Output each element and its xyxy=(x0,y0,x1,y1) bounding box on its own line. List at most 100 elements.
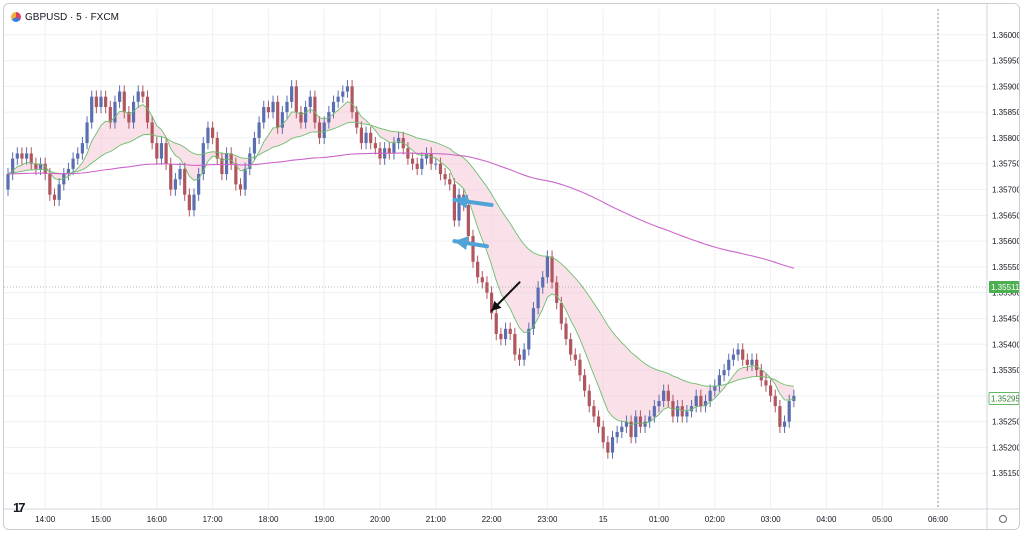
candle-body xyxy=(141,91,145,97)
candle-body xyxy=(336,96,340,102)
candle-body xyxy=(313,96,317,123)
price-tick-label: 1.35900 xyxy=(992,82,1019,91)
candle-body xyxy=(90,96,94,123)
price-tick-label: 1.35700 xyxy=(992,186,1019,195)
price-tick-label: 1.35850 xyxy=(992,108,1019,117)
candle-body xyxy=(85,122,89,144)
candle-body xyxy=(434,163,438,165)
time-tick-label: 22:00 xyxy=(482,515,503,524)
price-tick-label: 1.35500 xyxy=(992,289,1019,298)
candle-body xyxy=(541,277,545,288)
candle-body xyxy=(676,406,680,417)
candle-body xyxy=(527,328,531,350)
candle-body xyxy=(443,174,447,180)
reference-price-label: 1.35511 xyxy=(991,283,1019,292)
candle-body xyxy=(490,292,494,314)
candle-body xyxy=(741,349,745,360)
settings-gear-icon[interactable] xyxy=(998,514,1008,524)
candle-body xyxy=(769,385,773,396)
candle-body xyxy=(155,143,159,159)
candle-body xyxy=(596,416,601,427)
price-tick-label: 1.35600 xyxy=(992,237,1019,246)
tradingview-logo-icon[interactable]: 17 xyxy=(13,500,26,515)
symbol-header[interactable]: GBPUSD · 5 · FXCM xyxy=(11,9,119,25)
candle-body xyxy=(359,127,363,144)
candle-body xyxy=(43,163,47,175)
candle-body xyxy=(211,127,215,138)
candle-body xyxy=(573,354,577,360)
candle-body xyxy=(387,148,391,154)
time-tick-label: 19:00 xyxy=(314,515,335,524)
candle-body xyxy=(38,163,43,169)
price-tick-label: 1.35550 xyxy=(992,263,1019,272)
last-price-tag xyxy=(988,392,1019,405)
candle-body xyxy=(755,359,759,371)
candle-body xyxy=(197,174,201,195)
candle-body xyxy=(252,137,257,154)
ema-slow-line xyxy=(7,152,794,269)
candle-body xyxy=(787,401,791,422)
candle-body xyxy=(638,416,642,427)
candle-body xyxy=(708,390,712,401)
candle-body xyxy=(266,107,270,113)
candle-body xyxy=(550,256,554,283)
time-tick-label: 15:00 xyxy=(91,515,112,524)
time-tick-label: 15 xyxy=(599,515,608,524)
candle-body xyxy=(531,308,536,329)
candle-body xyxy=(620,426,624,432)
candle-body xyxy=(136,91,140,102)
candle-body xyxy=(76,153,80,159)
candle-body xyxy=(778,406,782,427)
time-tick-label: 02:00 xyxy=(705,515,726,524)
candle-body xyxy=(713,385,717,391)
candle-body xyxy=(634,416,638,438)
candle-body xyxy=(587,390,591,407)
candle-body xyxy=(99,96,103,107)
time-tick-label: 01:00 xyxy=(649,515,670,524)
reference-price-tag xyxy=(989,281,1019,294)
candle-body xyxy=(727,359,731,371)
candles xyxy=(6,80,796,459)
time-tick-label: 20:00 xyxy=(370,515,391,524)
candle-body xyxy=(364,132,368,144)
candle-body xyxy=(662,390,666,401)
candle-body xyxy=(517,354,522,360)
time-tick-label: 16:00 xyxy=(147,515,168,524)
candle-body xyxy=(350,86,354,113)
candle-body xyxy=(745,359,749,365)
candle-body xyxy=(201,143,205,175)
candle-body xyxy=(341,91,345,97)
candle-body xyxy=(6,174,10,190)
candle-body xyxy=(238,184,243,190)
candle-body xyxy=(280,112,284,128)
candle-body xyxy=(643,421,647,427)
price-tick-label: 1.35650 xyxy=(992,211,1019,220)
ema-ribbon xyxy=(8,101,794,426)
price-axis[interactable]: 1.351501.352001.352501.353001.353501.354… xyxy=(986,4,1019,529)
time-tick-label: 03:00 xyxy=(761,515,782,524)
price-tick-label: 1.36000 xyxy=(992,31,1019,40)
grid xyxy=(4,9,987,509)
candle-body xyxy=(48,174,52,195)
candle-body xyxy=(480,277,484,283)
candle-body xyxy=(494,313,498,334)
ema-mid-line xyxy=(7,121,794,387)
candle-body xyxy=(52,194,57,200)
candle-body xyxy=(80,143,84,154)
candle-body xyxy=(722,370,726,376)
candle-body xyxy=(299,112,303,123)
candle-body xyxy=(173,179,177,190)
time-axis[interactable]: 14:00 15:00 16:00 17:00 18:00 19:00 20:00 21:00… xyxy=(4,508,1019,524)
candle-body xyxy=(29,153,33,164)
candle-body xyxy=(522,349,526,360)
candle-body xyxy=(25,153,29,159)
candle-body xyxy=(192,194,196,211)
blue-arrow-2-head xyxy=(454,236,469,251)
candle-body xyxy=(294,86,298,113)
candle-body xyxy=(150,122,154,144)
candle-body xyxy=(118,91,122,102)
chart-frame: 1.351501.352001.352501.353001.353501.354… xyxy=(3,3,1020,530)
candle-body xyxy=(57,184,61,200)
candle-body xyxy=(648,416,652,422)
candlestick-chart[interactable]: 1.351501.352001.352501.353001.353501.354… xyxy=(4,4,1019,529)
